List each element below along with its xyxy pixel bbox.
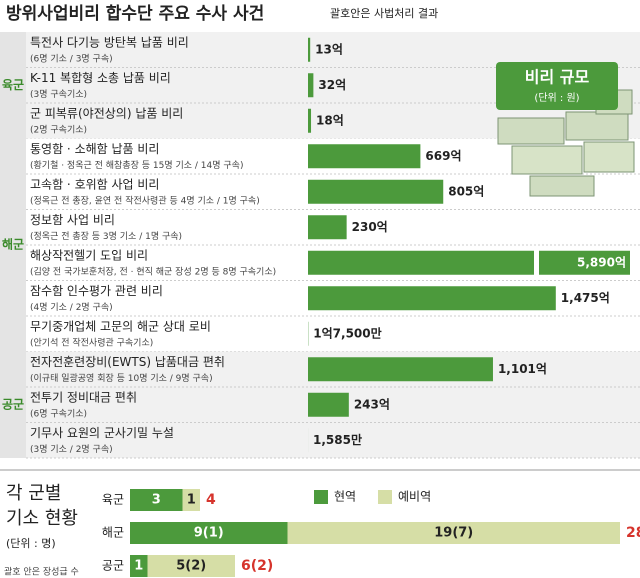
case-name: 기무사 요원의 군사기밀 누설 xyxy=(30,426,174,440)
case-name: 정보함 사업 비리 xyxy=(30,213,115,227)
badge xyxy=(496,62,618,110)
case-name: 무기중개업체 고문의 해군 상대 로비 xyxy=(30,319,211,333)
case-name: 해상작전헬기 도입 비리 xyxy=(30,248,148,262)
segment-label: 5(2) xyxy=(176,559,206,574)
group-label: 공군 xyxy=(2,397,24,411)
case-detail: (정옥근 전 총장, 윤연 전 작전사령관 등 4명 기소 / 1명 구속) xyxy=(30,194,260,206)
case-detail: (2명 구속기소) xyxy=(30,124,87,135)
segment-label: 1 xyxy=(187,493,196,508)
unit-label: (단위 : 명) xyxy=(6,537,56,550)
group-label-band xyxy=(0,351,26,458)
legend-swatch xyxy=(378,490,392,504)
case-name: 전자전훈련장비(EWTS) 납품대금 편취 xyxy=(30,355,225,369)
value-label: 13억 xyxy=(315,42,343,56)
group-label: 해군 xyxy=(2,238,24,252)
case-detail: (6명 기소 / 3명 구속) xyxy=(30,53,113,64)
case-detail: (3명 구속기소) xyxy=(30,89,87,100)
bar xyxy=(308,357,493,382)
bar xyxy=(308,250,630,275)
bar-segment xyxy=(147,555,235,577)
case-name: 통영함 · 소해함 납품 비리 xyxy=(30,142,159,156)
case-detail: (3명 기소 / 2명 구속) xyxy=(30,444,113,455)
title: 방위사업비리 합수단 주요 수사 사건 xyxy=(6,3,264,24)
bar-segment xyxy=(130,489,183,511)
total-label: 6(2) xyxy=(241,558,273,574)
case-detail: (김양 전 국가보훈처장, 전 · 현직 해군 장성 2명 등 8명 구속기소) xyxy=(30,265,276,277)
case-name: 군 피복류(야전상의) 납품 비리 xyxy=(30,106,183,120)
legend-label: 예비역 xyxy=(398,490,431,504)
segment-label: 19(7) xyxy=(434,526,473,541)
value-label: 5,890억 xyxy=(577,255,626,269)
segment-label: 3 xyxy=(152,493,161,508)
bar xyxy=(308,37,311,62)
case-name: 고속함 · 호위함 사업 비리 xyxy=(30,177,159,191)
segment-label: 1 xyxy=(134,559,143,574)
category-label: 공군 xyxy=(102,559,124,573)
value-label: 243억 xyxy=(354,397,390,411)
value-label: 18억 xyxy=(316,113,344,127)
case-name: 특전사 다기능 방탄복 납품 비리 xyxy=(30,35,189,49)
case-detail: (정옥근 전 총장 등 3명 기소 / 1명 구속) xyxy=(30,231,182,242)
bar xyxy=(308,179,444,204)
segment-label: 9(1) xyxy=(194,526,224,541)
group-label: 육군 xyxy=(2,77,24,92)
bar-segment xyxy=(287,522,620,544)
bar-segment xyxy=(182,489,200,511)
total-label: 28(8) xyxy=(626,525,640,541)
case-name: 전투기 정비대금 편취 xyxy=(30,390,137,404)
total-label: 4 xyxy=(206,492,216,508)
note: 괄호 안은 장성급 수 xyxy=(4,566,79,578)
bar xyxy=(308,392,349,417)
badge-unit: (단위 : 원) xyxy=(534,91,579,104)
value-label: 32억 xyxy=(318,78,346,92)
value-label: 1억7,500만 xyxy=(313,325,381,340)
legend-swatch xyxy=(314,490,328,504)
value-label: 230억 xyxy=(352,220,388,234)
bottom-title: 각 군별 xyxy=(6,483,61,504)
bar xyxy=(308,286,556,311)
value-label: 1,475억 xyxy=(561,291,610,305)
bar-segment xyxy=(130,522,288,544)
case-detail: (안기석 전 작전사령관 구속기소) xyxy=(30,336,153,348)
money-stack xyxy=(583,141,635,173)
bar-segment xyxy=(130,555,148,577)
bottom-title: 기소 현황 xyxy=(6,508,78,529)
subtitle: 괄호안은 사법처리 결과 xyxy=(330,7,438,20)
case-name: K-11 복합형 소총 납품 비리 xyxy=(30,71,171,85)
value-label: 669억 xyxy=(425,149,461,163)
value-label: 1,101억 xyxy=(498,362,547,376)
money-stack xyxy=(529,175,595,197)
category-label: 해군 xyxy=(102,526,124,540)
bar-break xyxy=(534,249,539,276)
group-label-band xyxy=(0,32,26,139)
money-stack xyxy=(565,111,629,141)
case-detail: (황기철 · 정옥근 전 해참총장 등 15명 기소 / 14명 구속) xyxy=(30,160,243,171)
money-illustration: 비리 규모 (단위 : 원) xyxy=(496,62,635,197)
money-stack xyxy=(497,117,565,145)
category-label: 육군 xyxy=(102,493,124,507)
money-stack xyxy=(511,145,583,175)
group-label-band xyxy=(0,138,26,352)
case-detail: (6명 구속기소) xyxy=(30,408,87,419)
value-label: 1,585만 xyxy=(313,432,362,447)
badge-title: 비리 규모 xyxy=(525,68,590,87)
bar xyxy=(308,215,347,240)
bar xyxy=(308,73,314,98)
bar xyxy=(308,144,421,169)
case-name: 잠수함 인수평가 관련 비리 xyxy=(30,284,163,298)
case-detail: (4명 기소 / 2명 구속) xyxy=(30,302,113,313)
case-detail: (이규태 일광공영 회장 등 10명 기소 / 9명 구속) xyxy=(30,372,213,384)
bar xyxy=(308,108,312,133)
legend-label: 현역 xyxy=(334,490,356,504)
value-label: 805억 xyxy=(448,184,484,198)
